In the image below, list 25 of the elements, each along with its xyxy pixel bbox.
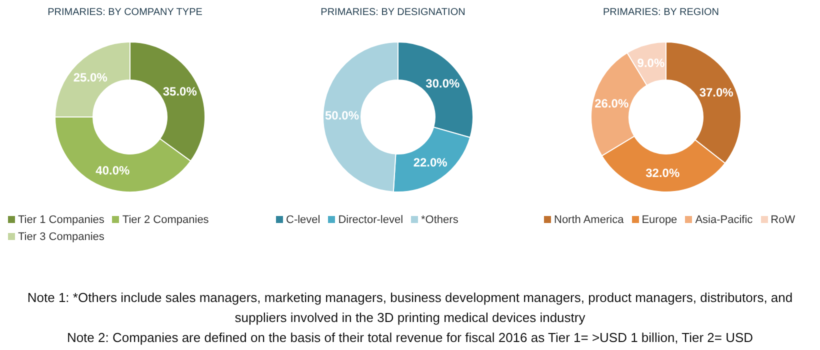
text: Note 2: Companies are defined on the basis of their total revenue for fiscal 2016 as Tier 1= >USD 1 billion, Tier 2= USD bbox=[66, 329, 754, 347]
legend-label: North America bbox=[553, 213, 624, 228]
data-label: 9.0% bbox=[637, 56, 665, 70]
legend-label: RoW bbox=[770, 213, 796, 228]
data-label: 25.0% bbox=[73, 70, 108, 84]
text: Note 1: *Others include sales managers, marketing managers, business development managers, product managers, distributors, and suppliers involved in the 3D printing medical devices industry bbox=[26, 289, 794, 327]
legend-label: Tier 2 Companies bbox=[121, 213, 209, 228]
legend-label: Asia-Pacific bbox=[694, 213, 753, 228]
legend-label: Tier 1 Companies bbox=[17, 213, 104, 228]
chart-title: PRIMARIES: BY COMPANY TYPE bbox=[46, 7, 204, 18]
data-label: 35.0% bbox=[162, 84, 198, 99]
legend-label: C-level bbox=[285, 213, 320, 228]
data-label: 22.0% bbox=[413, 156, 448, 170]
legend-label: Director-level bbox=[337, 213, 404, 228]
data-label: 40.0% bbox=[96, 163, 130, 178]
data-label: 50.0% bbox=[325, 108, 360, 122]
legend-label: Tier 3 Companies bbox=[17, 230, 104, 245]
data-label: 32.0% bbox=[646, 166, 680, 180]
chart-title: PRIMARIES: BY REGION bbox=[602, 7, 720, 18]
data-label: 37.0% bbox=[699, 85, 734, 100]
chart-title: PRIMARIES: BY DESIGNATION bbox=[320, 7, 466, 18]
legend-label: Europe bbox=[640, 213, 678, 228]
legend-label: *Others bbox=[420, 213, 458, 228]
data-label: 26.0% bbox=[594, 96, 629, 111]
data-label: 30.0% bbox=[426, 76, 460, 90]
